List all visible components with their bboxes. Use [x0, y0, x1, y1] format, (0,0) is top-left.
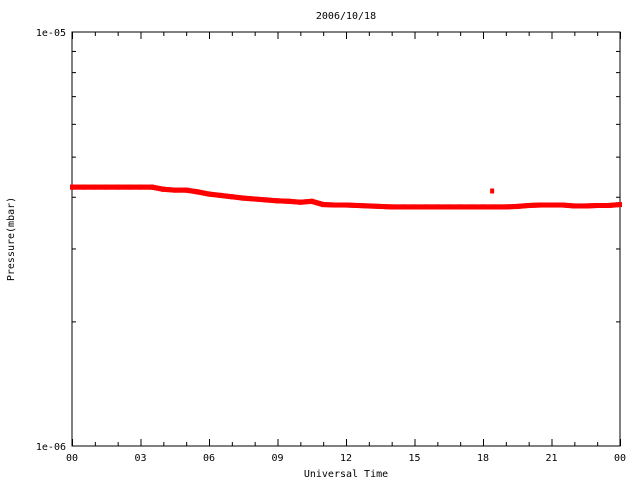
- data-point: [184, 187, 189, 193]
- data-point: [389, 204, 394, 210]
- data-point: [492, 204, 497, 210]
- data-point: [549, 202, 554, 208]
- data-point: [526, 202, 531, 208]
- plot-frame: [71, 31, 621, 447]
- data-point: [127, 184, 132, 190]
- x-tick-label: 21: [545, 453, 557, 464]
- data-point: [595, 202, 600, 208]
- data-point: [195, 189, 200, 195]
- data-point: [469, 204, 474, 210]
- data-point: [481, 204, 485, 210]
- data-point: [252, 196, 257, 202]
- data-point: [378, 203, 383, 209]
- data-point: [515, 203, 520, 209]
- x-tick-label: 12: [340, 453, 352, 464]
- data-point: [275, 198, 280, 204]
- data-point: [503, 204, 508, 210]
- y-tick-label-top: 1e-05: [36, 28, 66, 39]
- data-point: [355, 202, 360, 208]
- x-tick-label: 06: [203, 453, 215, 464]
- data-point: [115, 184, 120, 190]
- data-point: [172, 187, 177, 193]
- data-point: [321, 202, 326, 208]
- data-point: [298, 199, 303, 205]
- x-tick-label: 15: [408, 453, 420, 464]
- data-point: [618, 202, 622, 208]
- x-tick-label: 00: [66, 453, 78, 464]
- data-point: [583, 203, 588, 209]
- data-point: [149, 184, 154, 190]
- data-point: [401, 204, 406, 210]
- data-point: [490, 188, 495, 194]
- data-point: [309, 198, 314, 204]
- data-point: [286, 198, 291, 204]
- data-point: [241, 195, 246, 201]
- x-tick-label: 03: [134, 453, 146, 464]
- data-point: [138, 184, 143, 190]
- data-point: [332, 202, 337, 208]
- data-point: [572, 203, 577, 209]
- data-point: [81, 184, 86, 190]
- data-point: [161, 186, 166, 192]
- data-point: [412, 204, 417, 210]
- data-point: [264, 197, 269, 203]
- data-point: [207, 191, 211, 197]
- data-point: [560, 202, 565, 208]
- data-point: [606, 202, 611, 208]
- x-tick-label: 00: [614, 453, 626, 464]
- chart-title: 2006/10/18: [316, 11, 376, 22]
- data-point: [70, 184, 74, 190]
- x-tick-label: 09: [271, 453, 283, 464]
- data-point: [423, 204, 428, 210]
- data-point: [538, 202, 543, 208]
- data-point: [366, 203, 371, 209]
- y-tick-label-bottom: 1e-06: [36, 442, 66, 453]
- data-point: [344, 202, 348, 208]
- data-point: [435, 204, 440, 210]
- x-axis-label: Universal Time: [304, 469, 388, 480]
- y-axis-label: Pressure(mbar): [6, 197, 17, 281]
- data-point: [458, 204, 463, 210]
- data-point: [229, 194, 234, 200]
- data-point: [218, 192, 223, 198]
- data-point: [446, 204, 451, 210]
- x-tick-label: 18: [477, 453, 489, 464]
- data-point: [104, 184, 109, 190]
- data-point: [92, 184, 97, 190]
